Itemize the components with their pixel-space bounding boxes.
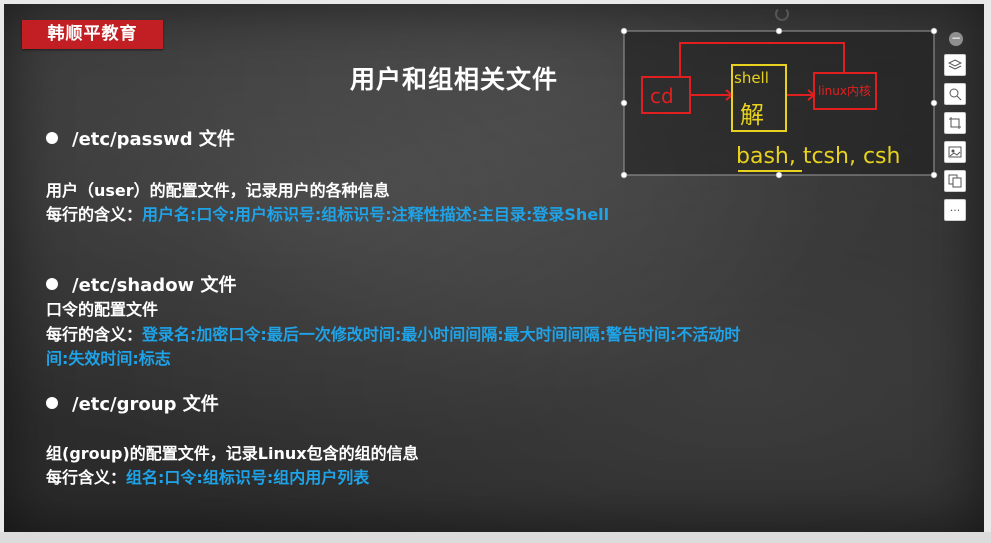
shell-label: shell [734, 69, 769, 87]
passwd-meaning-value: 用户名:口令:用户标识号:组标识号:注释性描述:主目录:登录Shell [142, 205, 610, 224]
selection-handles[interactable] [620, 27, 938, 179]
rotate-handle[interactable] [775, 7, 789, 21]
bullet-icon [46, 132, 58, 144]
group-heading-text: /etc/group 文件 [72, 394, 219, 415]
group-meaning-label: 每行含义： [46, 468, 127, 487]
more-icon[interactable]: ··· [944, 199, 966, 221]
copy-icon[interactable] [944, 170, 966, 192]
bottom-bar [0, 532, 991, 543]
group-heading: /etc/group 文件 [46, 390, 219, 416]
cd-label: cd [650, 84, 674, 108]
passwd-heading-text: /etc/passwd 文件 [72, 129, 235, 150]
passwd-heading: /etc/passwd 文件 [46, 125, 235, 151]
shadow-desc: 口令的配置文件 [46, 300, 159, 319]
yellow-ink [731, 64, 802, 172]
passwd-desc: 用户（user）的配置文件，记录用户的各种信息 [46, 181, 390, 200]
bullet-icon [46, 278, 58, 290]
zoom-icon[interactable] [944, 83, 966, 105]
kernel-label: linux内核 [818, 84, 871, 98]
red-ink [641, 42, 877, 114]
image-icon[interactable] [944, 141, 966, 163]
shadow-meaning-value-2: 间:失效时间:标志 [46, 349, 171, 368]
brand-logo: 韩顺平教育 [22, 20, 163, 49]
group-meaning: 每行含义：组名:口令:组标识号:组内用户列表 [46, 464, 369, 488]
ink-annotation[interactable]: cd linux内核 shell 解 bash, tcsh, csh [620, 27, 938, 179]
group-desc: 组(group)的配置文件，记录Linux包含的组的信息 [46, 444, 419, 463]
layers-icon[interactable] [944, 54, 966, 76]
passwd-meaning-label: 每行的含义： [46, 205, 143, 224]
shells-label: bash, tcsh, csh [736, 144, 900, 169]
shadow-meaning: 每行的含义：登录名:加密口令:最后一次修改时间:最小时间间隔:最大时间间隔:警告… [46, 321, 740, 345]
shadow-heading: /etc/shadow 文件 [46, 271, 236, 297]
collapse-icon[interactable]: − [949, 31, 963, 46]
group-meaning-value: 组名:口令:组标识号:组内用户列表 [126, 468, 370, 487]
shadow-heading-text: /etc/shadow 文件 [72, 275, 237, 296]
crop-icon[interactable] [944, 112, 966, 134]
shadow-meaning-value-1: 登录名:加密口令:最后一次修改时间:最小时间间隔:最大时间间隔:警告时间:不活动… [142, 325, 741, 344]
bullet-icon [46, 397, 58, 409]
shadow-meaning-label: 每行的含义： [46, 325, 143, 344]
passwd-meaning: 每行的含义：用户名:口令:用户标识号:组标识号:注释性描述:主目录:登录Shel… [46, 201, 609, 225]
floating-toolbar: − ··· [944, 30, 968, 228]
slide-title: 用户和组相关文件 [350, 65, 559, 94]
parse-label: 解 [740, 101, 764, 129]
